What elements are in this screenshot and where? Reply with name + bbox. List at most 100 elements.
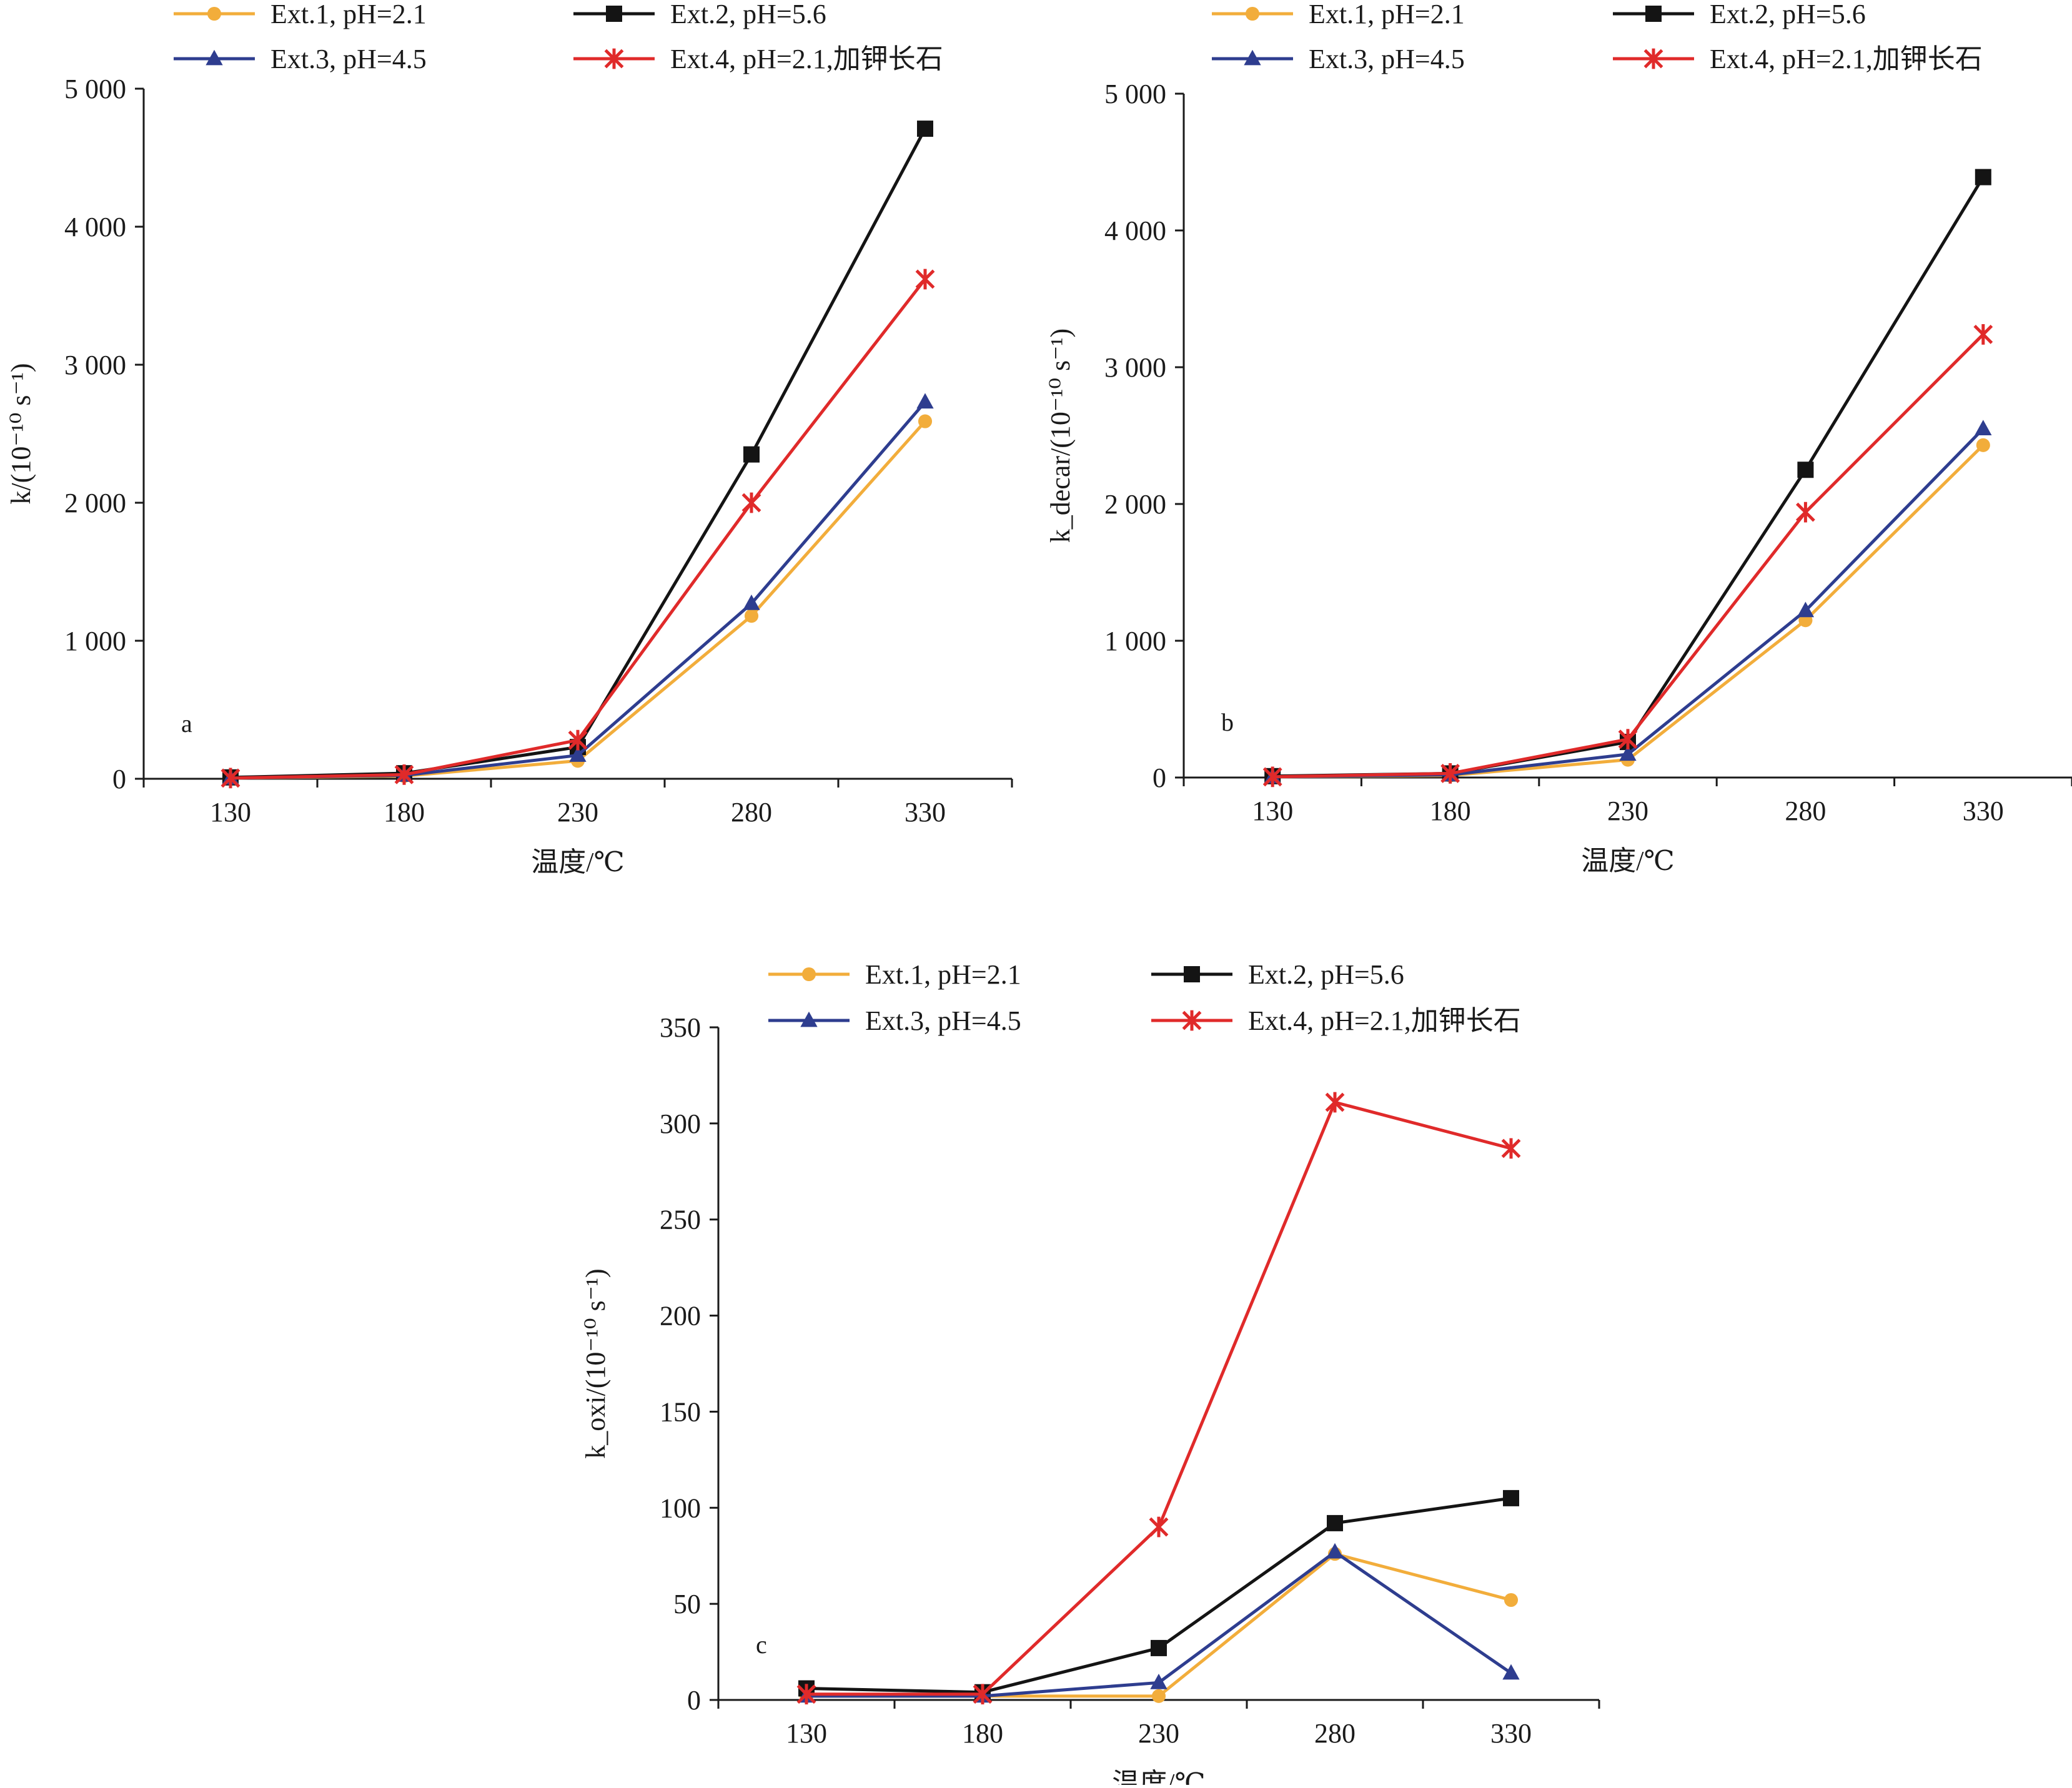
panel-letter: b bbox=[1221, 708, 1234, 736]
data-point bbox=[1797, 601, 1815, 618]
legend-label: Ext.3, pH=4.5 bbox=[1309, 44, 1465, 74]
series-line bbox=[1272, 176, 1985, 778]
chart-panel-c: 0 50 100 150 200 250 300 350 130 180 230 280 330 温度/℃… bbox=[580, 959, 1600, 1788]
legend-label: Ext.4, pH=2.1,加钾长石 bbox=[1710, 44, 1983, 74]
x-tick-label: 230 bbox=[1138, 1718, 1179, 1749]
y-tick-label: 100 bbox=[660, 1493, 701, 1523]
series-4 bbox=[1262, 324, 1993, 788]
y-tick-label: 0 bbox=[1152, 763, 1166, 793]
data-point bbox=[394, 764, 414, 785]
legend-marker bbox=[1645, 6, 1662, 22]
chart-panel-b: 0 1 000 2 000 3 000 4 000 5 000 130 180 230 280 33… bbox=[1045, 0, 2072, 876]
data-point bbox=[915, 269, 935, 290]
legend-label: Ext.4, pH=2.1,加钾长石 bbox=[670, 44, 943, 74]
y-axis-title: k_decar/(10⁻¹⁰ s⁻¹) bbox=[1045, 328, 1076, 543]
y-tick-label: 4 000 bbox=[64, 212, 126, 242]
data-point bbox=[743, 446, 760, 463]
data-point bbox=[1326, 1543, 1344, 1559]
series-line bbox=[806, 1100, 1512, 1696]
legend-item: Ext.1, pH=2.1 bbox=[174, 0, 427, 29]
x-axis-title: 温度/℃ bbox=[1112, 1768, 1205, 1785]
data-point bbox=[1151, 1689, 1166, 1703]
legend-marker bbox=[1643, 48, 1663, 69]
y-tick-label: 4 000 bbox=[1104, 215, 1166, 246]
legend-item: Ext.2, pH=5.6 bbox=[1151, 959, 1404, 990]
legend-item: Ext.4, pH=2.1,加钾长石 bbox=[1151, 1005, 1521, 1036]
legend-item: Ext.3, pH=4.5 bbox=[768, 1005, 1021, 1036]
y-tick-label: 2 000 bbox=[64, 488, 126, 518]
x-axis-title: 温度/℃ bbox=[1581, 846, 1674, 876]
series-line bbox=[1272, 444, 1985, 779]
data-point bbox=[743, 595, 760, 610]
legend-label: Ext.2, pH=5.6 bbox=[1248, 959, 1404, 990]
y-tick-label: 5 000 bbox=[64, 74, 126, 104]
data-point bbox=[1440, 763, 1460, 784]
series-line bbox=[230, 127, 927, 779]
y-axis-title: k/(10⁻¹⁰ s⁻¹) bbox=[6, 363, 36, 504]
x-tick-label: 130 bbox=[210, 797, 251, 827]
data-point bbox=[1501, 1138, 1521, 1159]
y-tick-label: 1 000 bbox=[1104, 626, 1166, 656]
x-axis-title: 温度/℃ bbox=[531, 847, 624, 877]
data-point bbox=[917, 121, 933, 137]
y-tick-label: 3 000 bbox=[1104, 352, 1166, 383]
y-tick-label: 3 000 bbox=[64, 350, 126, 380]
series-1 bbox=[223, 414, 933, 785]
series-3 bbox=[222, 393, 934, 785]
legend-item: Ext.3, pH=4.5 bbox=[174, 44, 427, 74]
x-tick-label: 230 bbox=[557, 797, 598, 827]
series-line bbox=[230, 420, 926, 780]
legend-marker bbox=[606, 6, 622, 22]
x-tick-label: 180 bbox=[1430, 796, 1471, 826]
legend-marker bbox=[1182, 1010, 1202, 1031]
y-tick-label: 300 bbox=[660, 1109, 701, 1139]
legend-item: Ext.2, pH=5.6 bbox=[1613, 0, 1866, 29]
data-point bbox=[1327, 1514, 1343, 1531]
y-tick-label: 2 000 bbox=[1104, 489, 1166, 520]
data-point bbox=[568, 729, 588, 751]
legend-item: Ext.4, pH=2.1,加钾长石 bbox=[573, 44, 943, 74]
data-point bbox=[1976, 438, 1990, 452]
series-line bbox=[1272, 427, 1985, 779]
legend-marker bbox=[1245, 6, 1260, 21]
data-point bbox=[744, 609, 759, 623]
legend-item: Ext.1, pH=2.1 bbox=[1212, 0, 1465, 29]
x-tick-label: 130 bbox=[786, 1718, 827, 1749]
legend-label: Ext.1, pH=2.1 bbox=[270, 0, 427, 29]
data-point bbox=[1975, 420, 1992, 435]
data-point bbox=[1973, 324, 1993, 345]
legend-item: Ext.2, pH=5.6 bbox=[573, 0, 826, 29]
legend-item: Ext.4, pH=2.1,加钾长石 bbox=[1613, 44, 1983, 74]
x-tick-label: 330 bbox=[1963, 796, 2004, 826]
legend-label: Ext.3, pH=4.5 bbox=[270, 44, 427, 74]
legend-label: Ext.2, pH=5.6 bbox=[670, 0, 826, 29]
series-2 bbox=[1264, 169, 1991, 784]
legend-marker bbox=[800, 1011, 818, 1027]
data-point bbox=[1325, 1092, 1345, 1113]
data-point bbox=[1151, 1639, 1167, 1656]
data-point bbox=[221, 768, 240, 789]
x-tick-label: 180 bbox=[962, 1718, 1003, 1749]
data-point bbox=[916, 393, 934, 409]
x-tick-label: 280 bbox=[1785, 796, 1826, 826]
data-point bbox=[1797, 462, 1814, 478]
series-2 bbox=[222, 121, 933, 786]
data-point bbox=[1975, 169, 1991, 185]
legend-marker bbox=[1184, 966, 1200, 982]
data-point bbox=[1502, 1664, 1520, 1680]
y-tick-label: 150 bbox=[660, 1396, 701, 1427]
y-tick-label: 50 bbox=[673, 1589, 701, 1619]
y-tick-label: 5 000 bbox=[1104, 79, 1166, 109]
x-tick-label: 280 bbox=[731, 797, 772, 827]
series-4 bbox=[221, 269, 935, 789]
x-tick-label: 230 bbox=[1607, 796, 1648, 826]
legend-label: Ext.3, pH=4.5 bbox=[865, 1005, 1021, 1036]
y-tick-label: 200 bbox=[660, 1301, 701, 1331]
legend-marker bbox=[1244, 49, 1261, 66]
data-point bbox=[796, 1684, 816, 1705]
chart-panel-a: 0 1 000 2 000 3 000 4 000 5 000 130 180 230 280 33… bbox=[6, 0, 1013, 877]
legend-label: Ext.4, pH=2.1,加钾长石 bbox=[1248, 1005, 1521, 1036]
panel-letter: a bbox=[181, 709, 192, 738]
x-tick-label: 330 bbox=[905, 797, 946, 827]
data-point bbox=[569, 746, 587, 762]
